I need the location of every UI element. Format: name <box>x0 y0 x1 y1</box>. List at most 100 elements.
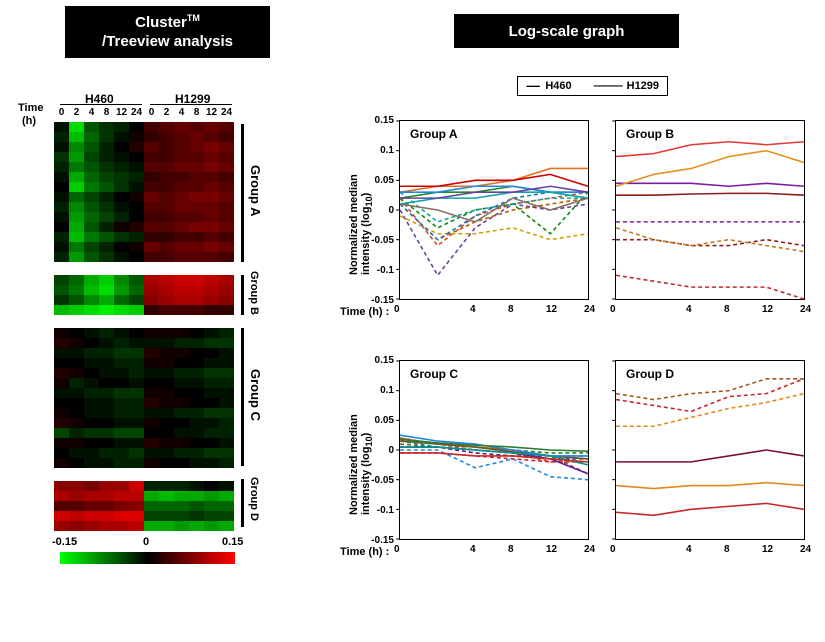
hm-cell <box>204 501 219 511</box>
hm-cell <box>69 182 84 192</box>
hm-cell <box>189 152 204 162</box>
hm-cell <box>204 222 219 232</box>
hm-cell <box>159 511 174 521</box>
hm-cell <box>99 202 114 212</box>
cb-max: 0.15 <box>222 536 243 548</box>
hm-cell <box>129 212 144 222</box>
hm-cell <box>69 275 84 285</box>
hm-cell <box>204 162 219 172</box>
hm-cell <box>69 285 84 295</box>
hm-cell <box>159 252 174 262</box>
hm-cell <box>99 521 114 531</box>
hm-cell <box>129 152 144 162</box>
hm-cell <box>219 192 234 202</box>
hm-cell <box>174 511 189 521</box>
hm-cell <box>84 232 99 242</box>
hm-cell <box>189 378 204 388</box>
hm-cell <box>69 438 84 448</box>
hm-cell <box>219 521 234 531</box>
hm-cell <box>84 418 99 428</box>
hm-cell <box>174 285 189 295</box>
hm-cell <box>144 182 159 192</box>
hm-cell <box>99 438 114 448</box>
hm-cell <box>204 521 219 531</box>
hm-cell <box>144 242 159 252</box>
hm-cell <box>144 132 159 142</box>
hm-cell <box>159 428 174 438</box>
legend-dashed-icon: ----- <box>526 80 539 92</box>
hm-cell <box>174 491 189 501</box>
hm-cell <box>189 252 204 262</box>
hm-cell <box>144 222 159 232</box>
chart-group-c: Group C -0.15-0.1-0.0500.050.10.15048122… <box>399 360 589 540</box>
hm-cell <box>84 275 99 285</box>
hm-cell <box>69 305 84 315</box>
hm-cell <box>144 252 159 262</box>
hm-cell <box>84 368 99 378</box>
hm-cell <box>114 358 129 368</box>
hm-cell <box>84 132 99 142</box>
ytick: -0.05 <box>371 475 394 486</box>
hm-cell <box>159 438 174 448</box>
hm-cell <box>69 388 84 398</box>
hm-cell <box>189 438 204 448</box>
hm-cell <box>219 122 234 132</box>
hm-cell <box>189 122 204 132</box>
hm-cell <box>99 132 114 142</box>
xtick: 12 <box>546 544 557 555</box>
xtick: 4 <box>470 304 476 315</box>
hm-cell <box>114 458 129 468</box>
hm-cell <box>54 501 69 511</box>
hm-cell <box>99 122 114 132</box>
hm-cell <box>144 511 159 521</box>
hm-cell <box>99 481 114 491</box>
hm-cell <box>204 295 219 305</box>
hm-cell <box>144 398 159 408</box>
colorbar <box>60 552 235 564</box>
hm-cell <box>99 162 114 172</box>
hm-cell <box>189 182 204 192</box>
hm-cell <box>129 328 144 338</box>
hm-cell <box>99 172 114 182</box>
hm-cell <box>54 378 69 388</box>
hm-cell <box>99 408 114 418</box>
hm-cell <box>114 152 129 162</box>
hm-cell <box>204 182 219 192</box>
hm-cell <box>219 172 234 182</box>
hm-cell <box>114 368 129 378</box>
header-left: ClusterTM/Treeview analysis <box>65 6 270 58</box>
xtick: 8 <box>724 544 730 555</box>
legend-dashed-label: H460 <box>545 80 571 92</box>
hm-cell <box>99 192 114 202</box>
hm-cell <box>174 448 189 458</box>
hm-cell <box>69 398 84 408</box>
hm-cell <box>54 212 69 222</box>
hm-cell <box>114 202 129 212</box>
hm-cell <box>84 142 99 152</box>
hm-cell <box>129 398 144 408</box>
hm-cell <box>54 222 69 232</box>
hm-cell <box>159 305 174 315</box>
hm-cell <box>189 275 204 285</box>
hm-cell <box>129 285 144 295</box>
hm-cell <box>144 418 159 428</box>
hm-cell <box>204 305 219 315</box>
hm-cell <box>159 242 174 252</box>
hm-cell <box>174 202 189 212</box>
hm-cell <box>189 192 204 202</box>
hm-cell <box>174 378 189 388</box>
hm-col: 12 <box>114 107 129 118</box>
hm-cell <box>54 182 69 192</box>
hm-cell <box>144 172 159 182</box>
hm-cell <box>159 142 174 152</box>
hm-cell <box>84 172 99 182</box>
hm-cell <box>189 232 204 242</box>
hm-cell <box>204 358 219 368</box>
hm-cell <box>204 152 219 162</box>
hm-cell <box>69 378 84 388</box>
hm-cell <box>54 295 69 305</box>
heatmap-block <box>54 122 234 262</box>
vbar-d <box>241 479 244 527</box>
hm-cell <box>99 182 114 192</box>
hm-cell <box>144 295 159 305</box>
